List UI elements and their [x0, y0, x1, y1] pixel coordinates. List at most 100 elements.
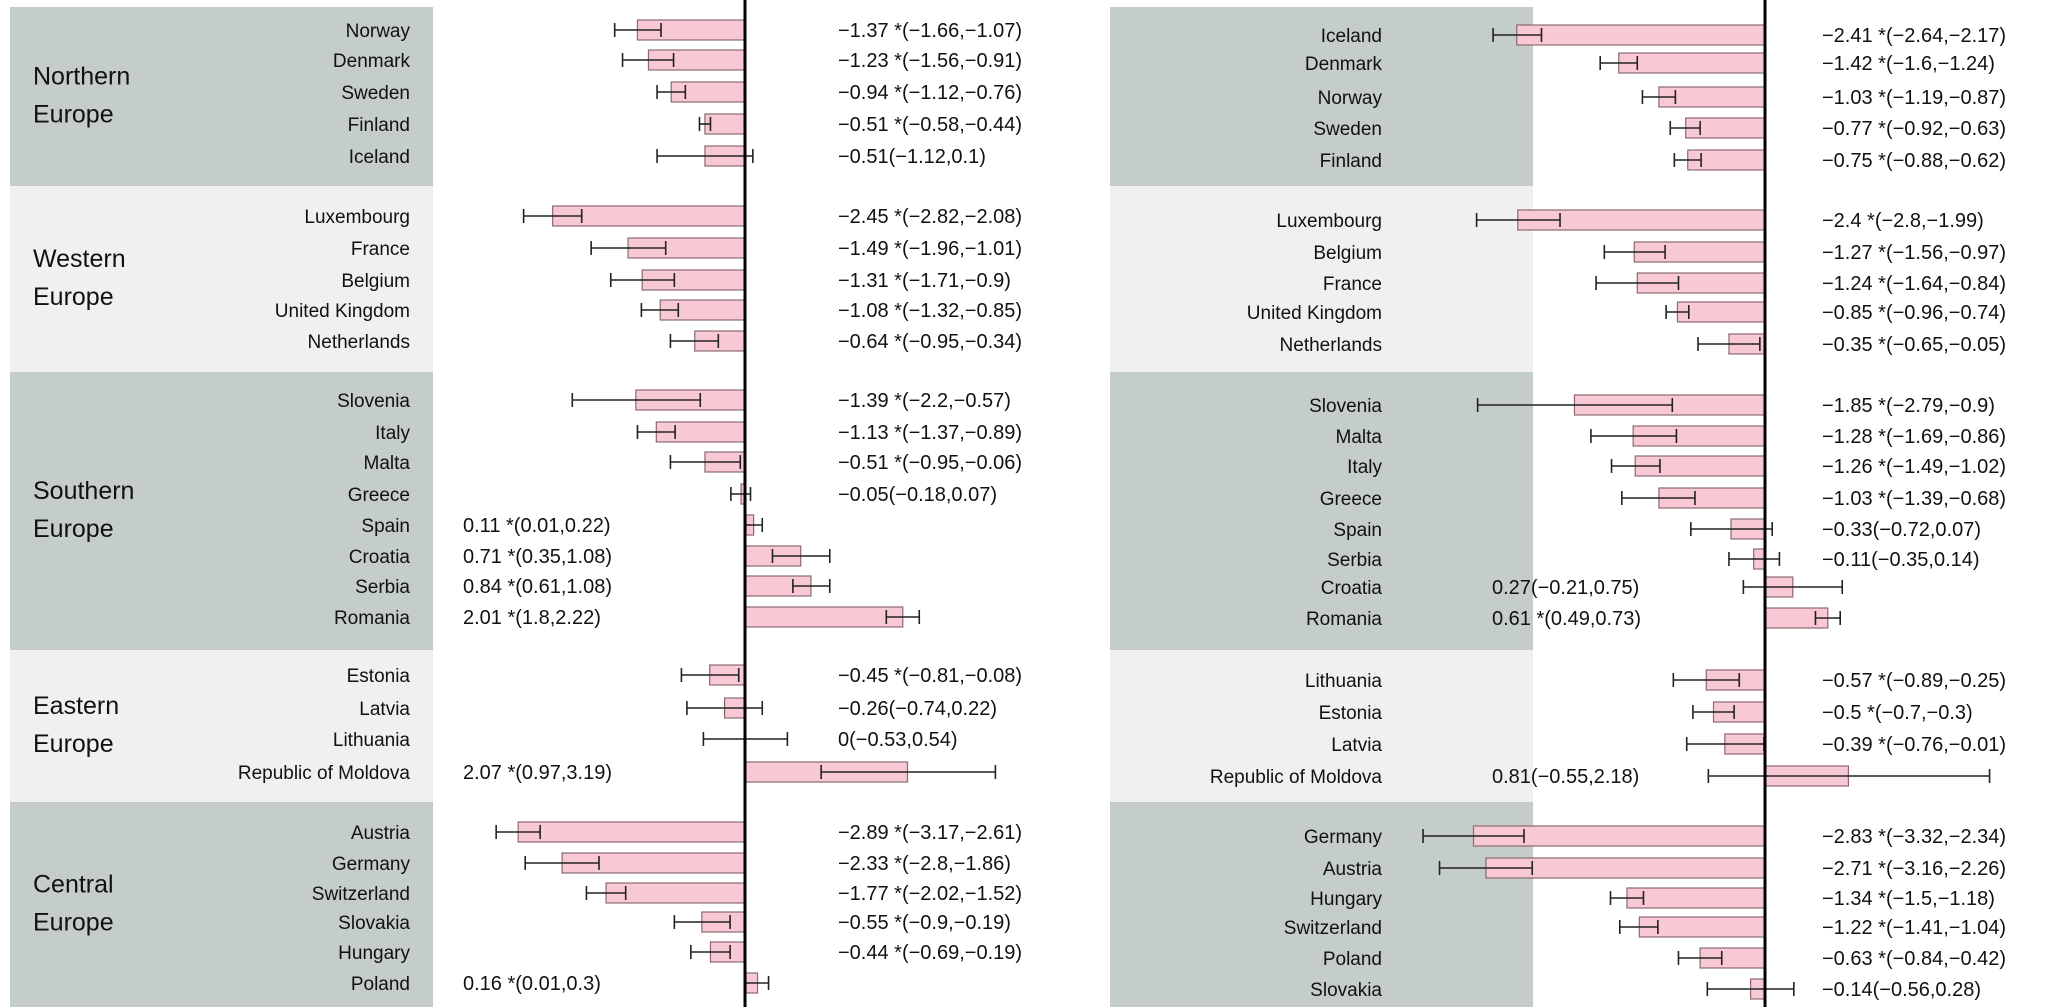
- data-label: −0.35 *(−0.65,−0.05): [1822, 334, 2006, 356]
- country-label: Estonia: [1319, 703, 1383, 724]
- country-label: Germany: [332, 854, 411, 875]
- country-label: France: [351, 239, 410, 260]
- country-label: Greece: [348, 485, 410, 506]
- country-label: Poland: [1323, 949, 1382, 970]
- region-label-line: Europe: [33, 730, 114, 758]
- country-label: Belgium: [1313, 243, 1382, 264]
- country-label: Slovenia: [1309, 396, 1382, 417]
- data-label: −0.64 *(−0.95,−0.34): [838, 331, 1022, 353]
- data-label: −0.33(−0.72,0.07): [1822, 519, 1981, 541]
- country-label: Malta: [364, 453, 411, 474]
- region-band: [10, 802, 433, 1007]
- data-label: −1.42 *(−1.6,−1.24): [1822, 53, 1995, 75]
- country-label: Switzerland: [1284, 918, 1382, 939]
- country-label: Iceland: [1321, 26, 1382, 47]
- country-label: France: [1323, 274, 1382, 295]
- region-band: [10, 372, 433, 650]
- region-label-line: Central: [33, 871, 114, 899]
- country-label: Norway: [346, 21, 411, 42]
- data-label: −1.03 *(−1.39,−0.68): [1822, 488, 2006, 510]
- region-label-line: Europe: [33, 283, 114, 311]
- country-label: Malta: [1336, 427, 1383, 448]
- data-label: 0.81(−0.55,2.18): [1492, 766, 1639, 788]
- data-label: −2.83 *(−3.32,−2.34): [1822, 826, 2006, 848]
- bar: [605, 882, 746, 904]
- region-label-line: Europe: [33, 909, 114, 937]
- panel-2: Iceland −2.41 *(−2.64,−2.17) Denmark −1.42 …: [1110, 0, 2006, 1007]
- region-label-line: Western: [33, 245, 126, 273]
- region-band: [1110, 7, 1533, 186]
- country-label: Austria: [1323, 859, 1383, 880]
- data-label: −0.39 *(−0.76,−0.01): [1822, 734, 2006, 756]
- country-label: Luxembourg: [1276, 211, 1382, 232]
- data-label: −1.28 *(−1.69,−0.86): [1822, 426, 2006, 448]
- country-label: Sweden: [341, 83, 410, 104]
- data-label: −1.77 *(−2.02,−1.52): [838, 883, 1022, 905]
- bar: [1618, 52, 1766, 74]
- country-label: Lithuania: [333, 730, 411, 751]
- country-label: Slovenia: [337, 391, 410, 412]
- region-label: Northern Europe: [33, 63, 130, 129]
- country-label: Finland: [348, 115, 410, 136]
- data-label: 0.61 *(0.49,0.73): [1492, 608, 1641, 630]
- data-label: −0.5 *(−0.7,−0.3): [1822, 702, 1973, 724]
- country-label: Slovakia: [338, 913, 410, 934]
- data-label: −2.45 *(−2.82,−2.08): [838, 206, 1022, 228]
- data-label: −1.31 *(−1.71,−0.9): [838, 270, 1011, 292]
- country-label: Italy: [1347, 457, 1382, 478]
- data-label: −2.4 *(−2.8,−1.99): [1822, 210, 1984, 232]
- data-label: 0(−0.53,0.54): [838, 729, 958, 751]
- country-label: Luxembourg: [304, 207, 410, 228]
- data-label: −1.22 *(−1.41,−1.04): [1822, 917, 2006, 939]
- region-band: [1110, 372, 1533, 650]
- data-label: −1.13 *(−1.37,−0.89): [838, 422, 1022, 444]
- country-label: Lithuania: [1305, 671, 1383, 692]
- country-label: Sweden: [1313, 119, 1382, 140]
- data-label: −0.44 *(−0.69,−0.19): [838, 942, 1022, 964]
- data-label: 2.07 *(0.97,3.19): [463, 762, 612, 784]
- data-label: −1.27 *(−1.56,−0.97): [1822, 242, 2006, 264]
- data-label: −0.55 *(−0.9,−0.19): [838, 912, 1011, 934]
- country-label: Hungary: [338, 943, 410, 964]
- country-label: Norway: [1318, 88, 1383, 109]
- region-label-line: Europe: [33, 101, 114, 129]
- country-label: Switzerland: [312, 884, 410, 905]
- data-label: −1.03 *(−1.19,−0.87): [1822, 87, 2006, 109]
- country-label: Estonia: [347, 666, 411, 687]
- data-label: −2.71 *(−3.16,−2.26): [1822, 858, 2006, 880]
- data-label: −1.23 *(−1.56,−0.91): [838, 50, 1022, 72]
- country-label: Republic of Moldova: [238, 763, 411, 784]
- country-label: Netherlands: [308, 332, 410, 353]
- country-label: Romania: [334, 608, 410, 629]
- data-label: −1.26 *(−1.49,−1.02): [1822, 456, 2006, 478]
- region-band: [10, 7, 433, 186]
- data-label: −1.37 *(−1.66,−1.07): [838, 20, 1022, 42]
- country-label: Finland: [1320, 151, 1382, 172]
- region-label-line: Europe: [33, 515, 114, 543]
- region-band: [1110, 186, 1533, 372]
- country-label: Romania: [1306, 609, 1382, 630]
- data-label: −0.14(−0.56,0.28): [1822, 979, 1981, 1001]
- region-label-line: Southern: [33, 477, 134, 505]
- country-label: Denmark: [1305, 54, 1383, 75]
- country-label: Netherlands: [1280, 335, 1382, 356]
- data-label: 0.16 *(0.01,0.3): [463, 973, 601, 995]
- data-label: −0.94 *(−1.12,−0.76): [838, 82, 1022, 104]
- country-label: United Kingdom: [1247, 303, 1382, 324]
- data-label: −0.05(−0.18,0.07): [838, 484, 997, 506]
- data-label: −1.08 *(−1.32,−0.85): [838, 300, 1022, 322]
- region-band: [10, 186, 433, 372]
- country-label: Spain: [361, 516, 410, 537]
- region-label: Eastern Europe: [33, 692, 119, 758]
- region-band: [10, 650, 433, 802]
- data-label: −2.33 *(−2.8,−1.86): [838, 853, 1011, 875]
- data-label: 0.27(−0.21,0.75): [1492, 577, 1639, 599]
- country-label: Latvia: [1331, 735, 1382, 756]
- region-label: Western Europe: [33, 245, 126, 311]
- region-band: [1110, 650, 1533, 802]
- data-label: −0.45 *(−0.81,−0.08): [838, 665, 1022, 687]
- data-label: −0.63 *(−0.84,−0.42): [1822, 948, 2006, 970]
- data-label: −0.77 *(−0.92,−0.63): [1822, 118, 2006, 140]
- data-label: −0.85 *(−0.96,−0.74): [1822, 302, 2006, 324]
- data-label: −1.85 *(−2.79,−0.9): [1822, 395, 1995, 417]
